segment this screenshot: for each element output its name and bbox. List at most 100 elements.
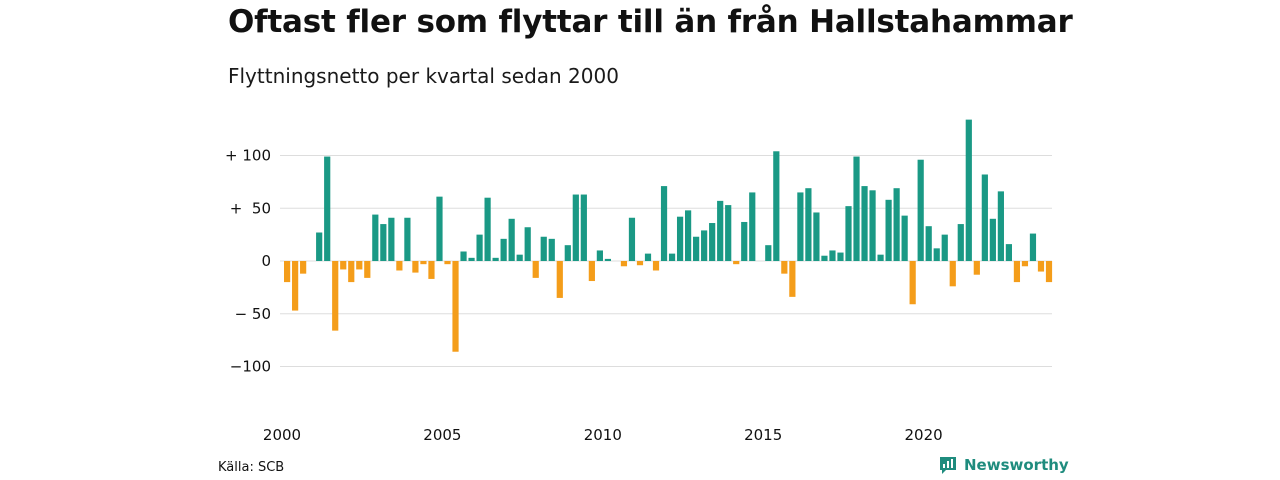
bar	[909, 261, 916, 305]
x-tick-label: 2020	[905, 426, 943, 444]
bar	[813, 212, 820, 261]
chart-subtitle: Flyttningsnetto per kvartal sedan 2000	[228, 64, 619, 88]
bar	[620, 261, 628, 267]
bar	[989, 218, 996, 261]
bar	[676, 216, 684, 261]
bar	[660, 186, 668, 261]
bar	[548, 238, 555, 261]
bar	[869, 190, 876, 261]
bar	[781, 261, 788, 274]
bar	[668, 253, 676, 261]
bar	[340, 261, 347, 270]
chart-title: Oftast fler som flyttar till än från Hal…	[228, 4, 1073, 40]
y-tick-label: + 50	[230, 199, 271, 217]
bar	[1005, 244, 1012, 261]
source-note: Källa: SCB	[218, 460, 285, 475]
bar	[420, 261, 427, 265]
bar	[556, 261, 563, 298]
bar	[805, 188, 812, 261]
bar	[1029, 233, 1037, 261]
bar	[500, 238, 507, 261]
bar	[484, 197, 491, 261]
bar	[789, 261, 796, 297]
bar	[636, 261, 644, 266]
bar	[893, 188, 900, 261]
bar	[324, 156, 331, 261]
x-tick-label: 2000	[263, 426, 301, 444]
bar	[588, 261, 595, 282]
bar	[404, 217, 411, 261]
bar	[460, 251, 467, 261]
bar	[885, 199, 892, 261]
bar	[941, 234, 948, 262]
bar	[596, 250, 603, 261]
bar	[933, 248, 940, 261]
bar	[356, 261, 363, 270]
bar	[452, 261, 459, 352]
bar	[444, 261, 451, 265]
bar	[853, 156, 860, 261]
bar	[837, 252, 844, 261]
bar	[652, 261, 660, 271]
bar	[300, 261, 307, 274]
brand-name: Newsworthy	[964, 456, 1069, 474]
bar	[532, 261, 539, 278]
bar	[644, 253, 652, 261]
bar	[957, 224, 964, 261]
bar	[749, 192, 756, 262]
y-tick-label: − 50	[235, 305, 271, 323]
bar	[316, 232, 323, 261]
bar	[492, 257, 499, 261]
x-tick-label: 2005	[423, 426, 461, 444]
bar	[284, 261, 291, 283]
bar	[717, 200, 724, 261]
bar	[348, 261, 355, 283]
x-tick-labels: 2000 2005 2010 2015 2020	[263, 426, 943, 444]
bar	[845, 206, 852, 261]
y-tick-label: 0	[261, 252, 271, 270]
bar	[925, 226, 932, 261]
bar	[733, 261, 740, 265]
bar	[773, 151, 780, 261]
bar	[476, 234, 483, 262]
bar	[701, 230, 708, 261]
bar	[388, 217, 395, 261]
bar	[564, 245, 571, 261]
newsworthy-brand[interactable]: Newsworthy	[938, 455, 1069, 475]
bar	[765, 245, 772, 261]
bar	[693, 236, 700, 261]
y-tick-label: + 100	[225, 147, 271, 165]
y-tick-label: −100	[230, 358, 271, 376]
bar	[628, 217, 636, 261]
bar	[741, 221, 748, 261]
bar	[1021, 261, 1029, 267]
bar	[685, 210, 692, 261]
bar	[436, 196, 443, 261]
bar	[428, 261, 435, 279]
bar	[949, 261, 956, 287]
newsworthy-logo-icon	[940, 457, 956, 474]
bar	[572, 194, 579, 261]
bar	[1045, 261, 1053, 283]
bar	[877, 254, 884, 261]
bar	[917, 159, 924, 261]
bar	[524, 227, 531, 261]
bar	[1037, 261, 1045, 272]
bar	[508, 218, 515, 261]
bar	[364, 261, 371, 278]
bar	[380, 224, 387, 261]
bar	[797, 192, 804, 262]
bar	[997, 191, 1004, 261]
bar	[901, 215, 908, 261]
bar	[412, 261, 419, 273]
bar	[580, 194, 587, 261]
bar	[821, 255, 828, 261]
bar	[709, 223, 716, 261]
bar	[1013, 261, 1021, 283]
y-tick-labels: + 100 + 50 0 − 50 −100	[225, 147, 271, 376]
bar	[372, 214, 379, 261]
bar	[468, 257, 475, 261]
bar	[332, 261, 339, 331]
bar	[981, 174, 988, 261]
bar	[973, 261, 980, 275]
